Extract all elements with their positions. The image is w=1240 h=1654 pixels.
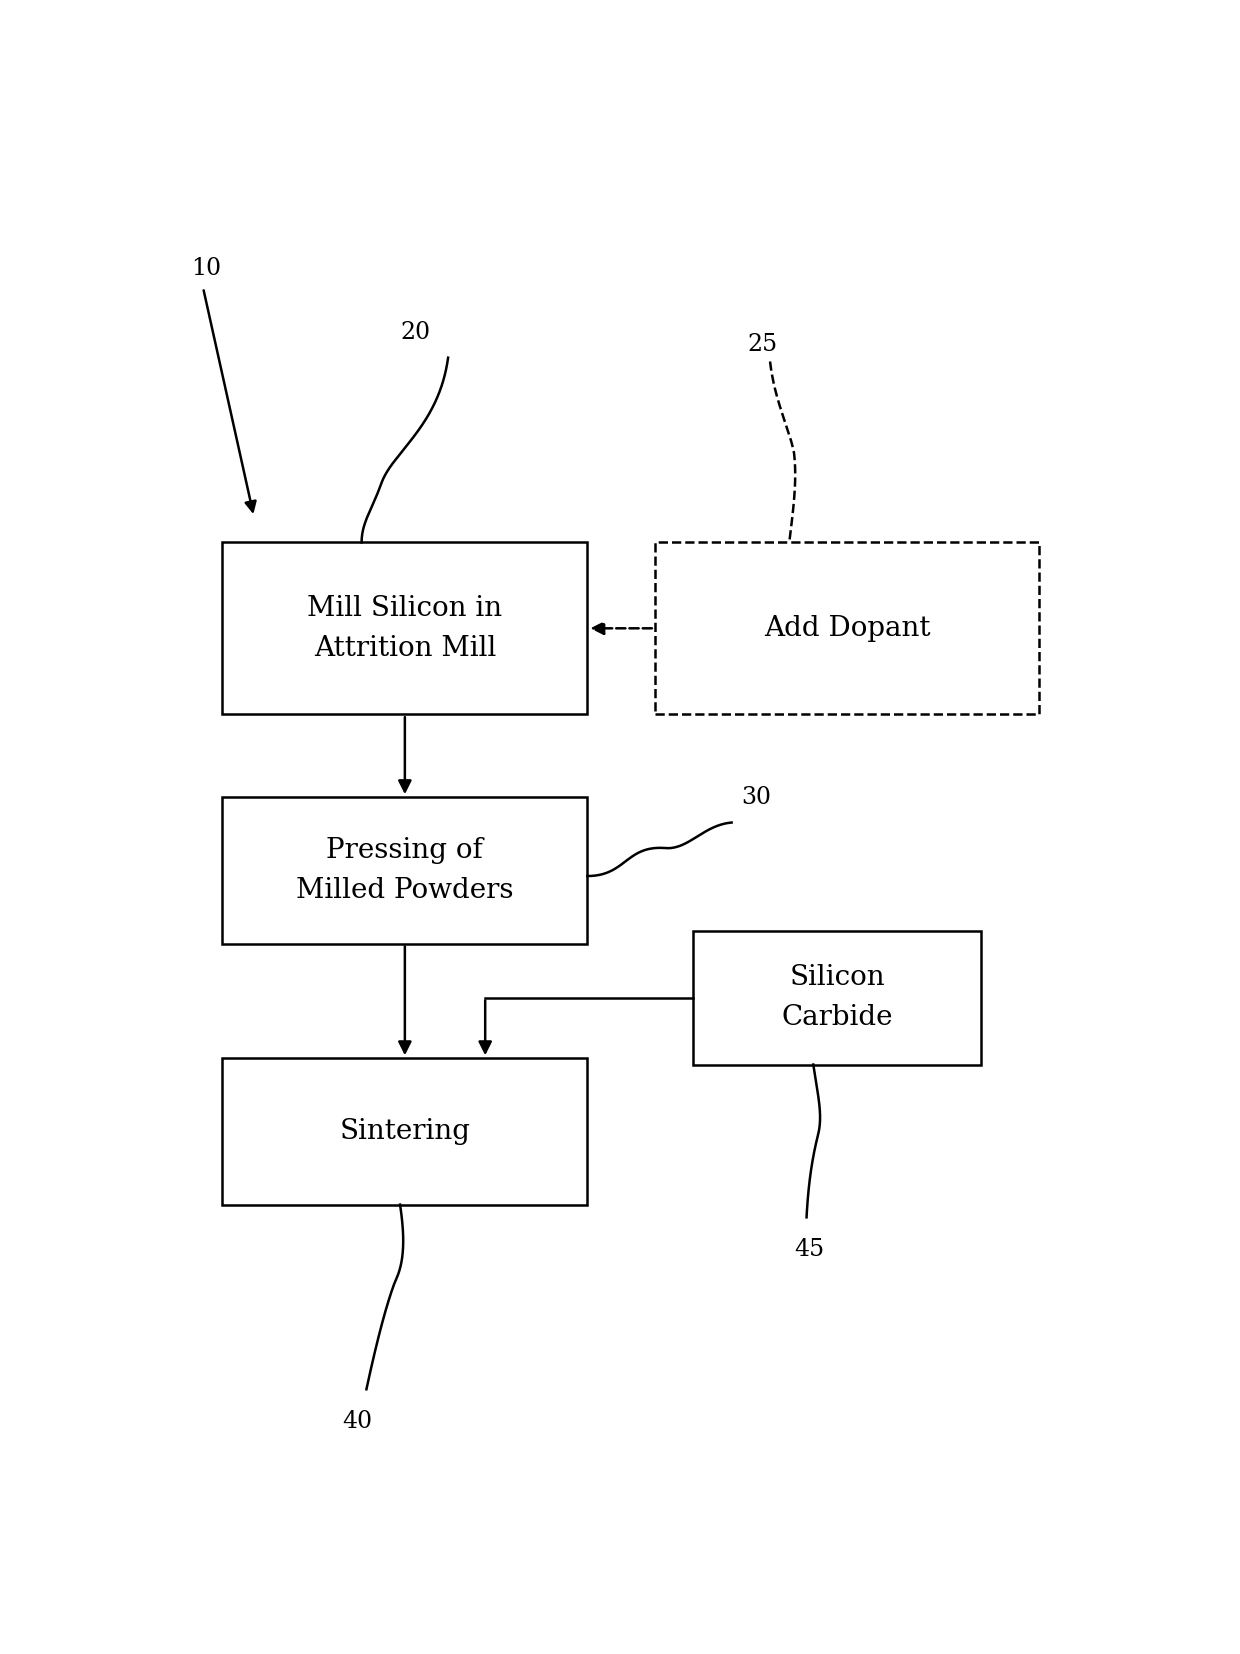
Bar: [693, 931, 982, 1065]
Bar: [222, 543, 588, 715]
Text: 25: 25: [748, 334, 777, 357]
Text: 10: 10: [191, 256, 222, 280]
Bar: [222, 1059, 588, 1204]
Text: Silicon
Carbide: Silicon Carbide: [781, 964, 893, 1030]
Text: 20: 20: [401, 321, 430, 344]
Text: Mill Silicon in
Attrition Mill: Mill Silicon in Attrition Mill: [308, 595, 502, 662]
Text: Add Dopant: Add Dopant: [764, 615, 930, 642]
Bar: [655, 543, 1039, 715]
Bar: [222, 797, 588, 943]
Text: 45: 45: [794, 1237, 825, 1260]
Text: Pressing of
Milled Powders: Pressing of Milled Powders: [296, 837, 513, 903]
Text: 30: 30: [742, 786, 771, 809]
Text: Sintering: Sintering: [340, 1118, 470, 1145]
Text: 40: 40: [342, 1409, 372, 1432]
